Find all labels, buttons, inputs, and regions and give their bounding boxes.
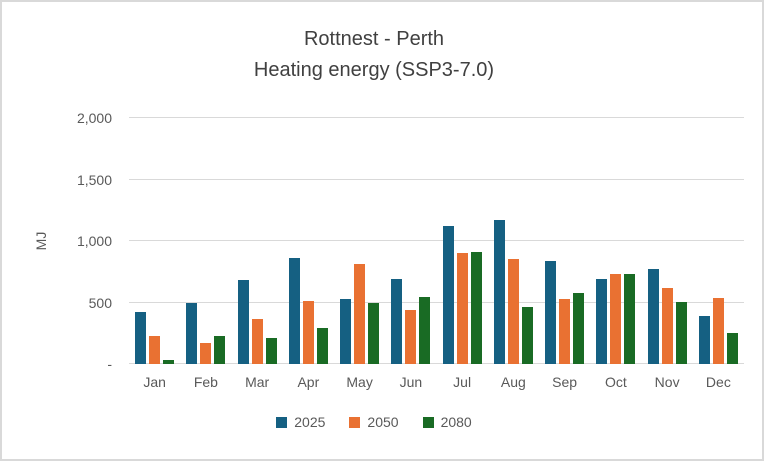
bar-2050-may [354, 264, 366, 364]
x-axis-tick-labels: Jan Feb Mar Apr May Jun Jul Aug Sep Oct Nov Dec [129, 374, 744, 390]
bar-2050-aug [507, 258, 519, 364]
bar-2025-may [340, 298, 352, 364]
bar-group-aug [488, 118, 539, 364]
bar-2050-feb [200, 343, 212, 364]
legend-swatch-icon [349, 416, 361, 428]
bar-2050-apr [302, 300, 314, 364]
bar-2025-apr [288, 257, 300, 364]
bar-group-oct [590, 118, 641, 364]
bar-series-area [129, 118, 744, 364]
legend-item-2080: 2080 [422, 414, 472, 430]
x-tick-label: Mar [245, 374, 270, 390]
bar-2080-may [368, 303, 380, 364]
bar-group-jun [385, 118, 436, 364]
y-tick-label: 1,000 [76, 233, 112, 249]
legend-swatch-icon [276, 416, 288, 428]
bar-2025-jun [391, 279, 403, 364]
legend-label: 2025 [294, 414, 326, 430]
y-tick-label: - [107, 356, 112, 372]
x-tick-label: May [346, 374, 373, 390]
bar-2080-sep [573, 292, 585, 364]
bar-2080-jun [419, 296, 431, 364]
y-tick-label: 2,000 [76, 110, 112, 126]
bar-group-mar [232, 118, 283, 364]
gridline [129, 301, 744, 303]
bar-2025-jan [135, 312, 147, 364]
x-tick-label: Nov [654, 374, 680, 390]
bar-group-jan [129, 118, 180, 364]
bar-2050-dec [712, 298, 724, 364]
bar-2025-feb [186, 302, 198, 364]
bar-2025-jul [442, 226, 454, 364]
bar-group-jul [437, 118, 488, 364]
x-tick-label: Sep [552, 374, 578, 390]
legend-swatch-icon [422, 416, 434, 428]
bar-2050-jun [405, 309, 417, 364]
gridline [129, 178, 744, 180]
bar-2080-jan [163, 360, 175, 364]
bar-2080-mar [265, 337, 277, 364]
y-tick-label: 1,500 [76, 171, 112, 188]
chart-legend: 2025 2050 2080 [2, 414, 746, 430]
plot-area [129, 117, 744, 364]
x-tick-label: Jan [143, 374, 166, 390]
bar-group-feb [180, 118, 231, 364]
bar-2025-nov [647, 269, 659, 364]
chart-title: Rottnest - Perth Heating energy (SSP3-7.… [2, 24, 746, 86]
legend-item-2025: 2025 [276, 414, 325, 430]
bar-2025-aug [493, 220, 505, 364]
chart-title-line-2: Heating energy (SSP3-7.0) [253, 59, 495, 81]
legend-label: 2050 [367, 414, 399, 430]
chart-title-line-1: Rottnest - Perth [303, 28, 445, 50]
x-tick-label: Apr [297, 374, 320, 390]
bar-2050-sep [559, 298, 571, 364]
bar-2050-mar [251, 319, 263, 364]
x-tick-label: Jul [453, 374, 472, 390]
y-axis-tick-labels: - 500 1,000 1,500 2,000 [2, 110, 112, 372]
x-tick-label: Feb [193, 374, 218, 390]
bar-2050-jul [456, 252, 468, 364]
gridline [129, 117, 744, 118]
x-tick-label: Aug [500, 374, 526, 390]
legend-label: 2080 [440, 414, 472, 430]
gridline [129, 240, 744, 241]
x-tick-label: Oct [604, 374, 627, 390]
bar-2050-nov [661, 287, 673, 364]
bar-group-apr [283, 118, 334, 364]
bar-2080-oct [624, 273, 636, 364]
bar-2080-jul [470, 252, 482, 364]
legend-item-2050: 2050 [349, 414, 399, 430]
bar-2080-apr [316, 327, 328, 364]
bar-group-sep [539, 118, 590, 364]
bar-2080-nov [675, 301, 687, 364]
bar-group-may [334, 118, 385, 364]
bar-2050-jan [149, 335, 161, 364]
y-tick-label: 500 [88, 294, 112, 311]
bar-2025-mar [237, 279, 249, 364]
bar-2025-oct [596, 279, 608, 364]
bar-2050-oct [610, 274, 622, 364]
x-tick-label: Dec [705, 374, 731, 390]
bar-2025-sep [545, 261, 557, 364]
bar-2080-feb [214, 336, 226, 364]
x-axis-line [129, 363, 744, 364]
bar-group-nov [642, 118, 693, 364]
bar-2080-aug [521, 307, 533, 364]
bar-group-dec [693, 118, 744, 364]
bar-2080-dec [726, 333, 738, 364]
bar-2025-dec [698, 316, 710, 364]
x-tick-label: Jun [399, 374, 423, 390]
